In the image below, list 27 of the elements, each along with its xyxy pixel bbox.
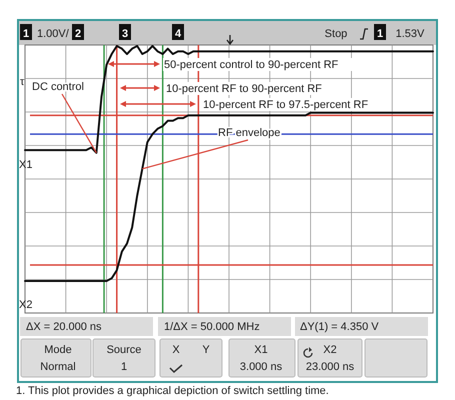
- text: 1: [22, 28, 30, 40]
- text: 4: [174, 28, 182, 40]
- text: 1/ΔX = 50.000 MHz: [164, 321, 260, 333]
- text: 1: [120, 361, 128, 373]
- text: 1. This plot provides a graphical depiction of switch settling time.: [16, 385, 329, 397]
- annotation: 10-percent RF to 97.5-percent RF: [203, 99, 368, 111]
- text: X2: [323, 344, 337, 356]
- text: Source: [106, 344, 142, 356]
- text: X: [172, 344, 180, 356]
- text: ΔY(1) = 4.350 V: [300, 321, 380, 333]
- text: 1.53V: [396, 28, 426, 40]
- text: Stop: [324, 28, 348, 40]
- text: 3.000 ns: [240, 361, 283, 373]
- text: Mode: [44, 344, 72, 356]
- text: Normal: [40, 361, 76, 373]
- text: τ: [20, 76, 25, 88]
- text: Y: [202, 344, 210, 356]
- text: 1: [376, 28, 384, 40]
- text: X1: [254, 344, 268, 356]
- text: ΔX = 20.000 ns: [26, 321, 102, 333]
- annotation: 10-percent RF to 90-percent RF: [166, 83, 322, 95]
- text: 2: [74, 28, 82, 40]
- text: 23.000 ns: [306, 361, 355, 373]
- text: 3: [122, 28, 128, 40]
- text: 1.00V/: [37, 28, 70, 40]
- annotation: 50-percent control to 90-percent RF: [164, 59, 339, 71]
- series-label: DC control: [32, 81, 84, 93]
